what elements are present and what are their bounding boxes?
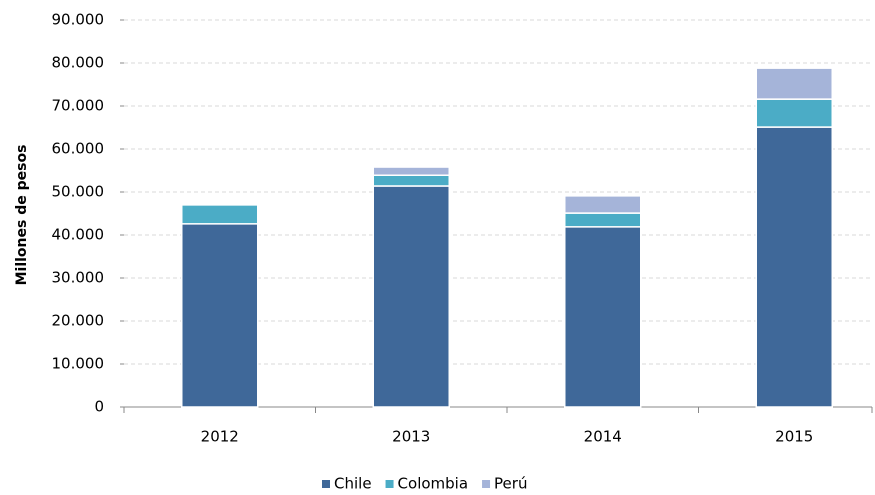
bar-segment xyxy=(755,98,833,128)
y-tick-label: 90.000 xyxy=(52,11,105,29)
x-tick-label: 2015 xyxy=(775,428,813,446)
bar-segment xyxy=(372,185,450,408)
bar-segment xyxy=(564,226,642,408)
bar-segment xyxy=(564,212,642,228)
bar-segment xyxy=(755,67,833,100)
y-tick-label: 50.000 xyxy=(52,183,105,201)
y-tick-label: 10.000 xyxy=(52,355,105,373)
bar-segment xyxy=(755,126,833,408)
x-tick-label: 2014 xyxy=(584,428,622,446)
legend-label: Colombia xyxy=(398,475,469,492)
y-tick-label: 20.000 xyxy=(52,312,105,330)
y-tick-label: 40.000 xyxy=(52,226,105,244)
x-tick-label: 2012 xyxy=(201,428,239,446)
y-tick-label: 70.000 xyxy=(52,97,105,115)
legend-label: Chile xyxy=(334,475,372,492)
x-tick-label: 2013 xyxy=(392,428,430,446)
y-tick-label: 30.000 xyxy=(52,269,105,287)
bar-segment xyxy=(372,166,450,176)
bar-segment xyxy=(181,204,259,225)
bar-segment xyxy=(564,195,642,214)
bar-segment xyxy=(181,223,259,408)
legend-swatch xyxy=(482,480,491,488)
y-tick-label: 80.000 xyxy=(52,54,105,72)
legend-swatch xyxy=(385,480,394,488)
y-axis-label: Millones de pesos xyxy=(14,145,30,286)
y-tick-label: 0 xyxy=(94,398,104,416)
y-tick-label: 60.000 xyxy=(52,140,105,158)
bar-segment xyxy=(372,174,450,187)
legend-swatch xyxy=(322,480,330,488)
legend-label: Perú xyxy=(494,475,527,492)
